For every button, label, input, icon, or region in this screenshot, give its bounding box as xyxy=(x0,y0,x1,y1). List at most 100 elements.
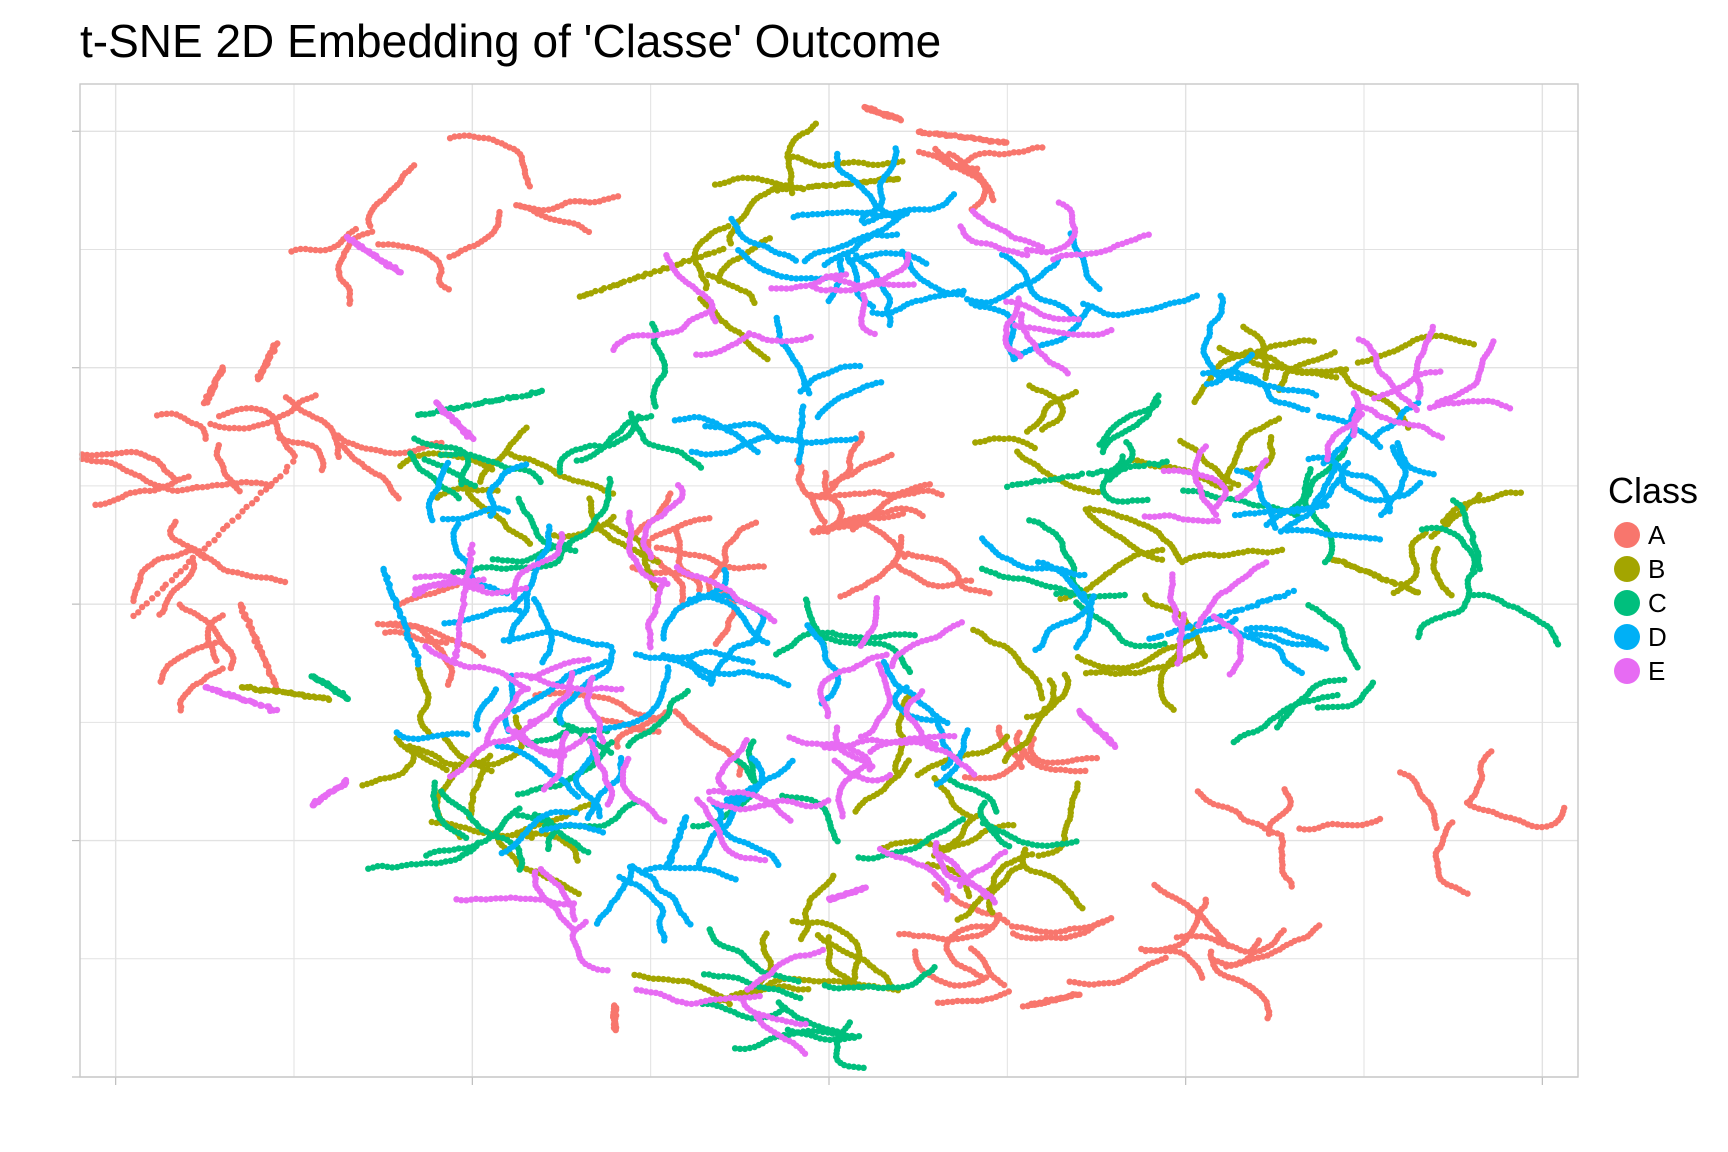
point-A xyxy=(263,574,270,581)
point-B xyxy=(1470,341,1478,348)
point-A xyxy=(93,451,101,459)
point-A xyxy=(172,571,180,579)
point-B xyxy=(443,766,450,774)
point-A xyxy=(600,694,607,701)
point-A xyxy=(856,490,863,497)
point-A xyxy=(168,410,175,417)
point-A xyxy=(752,519,760,526)
point-C xyxy=(573,457,580,464)
point-B xyxy=(1476,491,1483,499)
point-A xyxy=(851,490,858,497)
point-A xyxy=(196,548,203,555)
data-points xyxy=(78,103,1568,1072)
point-A xyxy=(822,469,829,477)
point-C xyxy=(1450,497,1457,504)
point-A xyxy=(83,456,91,463)
point-A xyxy=(387,628,394,636)
point-C xyxy=(1554,641,1562,648)
point-A xyxy=(108,451,116,458)
point-A xyxy=(177,707,184,714)
point-A xyxy=(268,480,275,488)
point-A xyxy=(389,621,397,629)
point-B xyxy=(325,696,333,703)
point-A xyxy=(423,638,430,645)
point-A xyxy=(672,525,679,532)
point-A xyxy=(755,563,762,570)
point-A xyxy=(446,135,454,142)
point-A xyxy=(128,448,135,456)
point-A xyxy=(595,693,603,701)
point-C xyxy=(1305,602,1312,609)
point-A xyxy=(386,449,394,457)
point-A xyxy=(858,430,865,437)
point-A xyxy=(990,196,997,204)
point-A xyxy=(1093,754,1101,762)
point-C xyxy=(1307,466,1314,473)
point-A xyxy=(179,486,186,494)
point-A xyxy=(897,117,904,124)
point-A xyxy=(905,490,913,497)
point-A xyxy=(93,458,100,465)
point-A xyxy=(608,717,616,725)
point-A xyxy=(133,449,140,456)
point-A xyxy=(686,551,693,558)
point-A xyxy=(243,478,250,486)
point-A xyxy=(920,487,927,495)
point-B xyxy=(763,930,770,937)
point-B xyxy=(1001,757,1009,764)
point-A xyxy=(890,512,897,520)
point-A xyxy=(382,629,389,636)
point-A xyxy=(185,558,193,565)
point-A xyxy=(652,569,659,576)
point-B xyxy=(1390,589,1398,597)
point-B xyxy=(972,439,979,446)
point-A xyxy=(438,638,445,646)
point-A xyxy=(235,513,242,520)
point-A xyxy=(282,394,290,401)
point-A xyxy=(146,487,153,495)
point-A xyxy=(896,492,903,499)
point-A xyxy=(921,481,929,489)
point-A xyxy=(657,569,664,577)
point-A xyxy=(379,621,387,628)
point-A xyxy=(229,517,236,524)
point-A xyxy=(629,564,636,571)
point-A xyxy=(967,577,975,584)
point-A xyxy=(132,489,139,496)
point-C xyxy=(690,822,697,830)
point-A xyxy=(395,495,402,502)
point-C xyxy=(706,926,713,933)
point-A xyxy=(888,451,895,459)
point-C xyxy=(1121,591,1128,599)
point-B xyxy=(1079,905,1086,912)
point-C xyxy=(834,838,841,845)
point-A xyxy=(444,681,452,688)
point-A xyxy=(172,518,179,525)
point-C xyxy=(697,464,705,471)
point-A xyxy=(219,364,226,371)
point-A xyxy=(229,568,236,576)
point-A xyxy=(938,491,945,498)
point-B xyxy=(899,158,906,165)
point-A xyxy=(663,545,670,553)
point-A xyxy=(113,450,120,457)
point-B xyxy=(1278,546,1286,553)
point-B xyxy=(954,916,961,923)
point-A xyxy=(130,612,137,620)
point-A xyxy=(1018,763,1025,770)
point-C xyxy=(545,845,552,853)
point-A xyxy=(288,248,295,255)
point-C xyxy=(1026,517,1033,524)
point-A xyxy=(163,410,170,417)
point-B xyxy=(1275,415,1283,422)
point-C xyxy=(1274,724,1281,731)
point-A xyxy=(841,491,849,499)
point-A xyxy=(173,411,180,418)
point-A xyxy=(381,449,389,456)
point-A xyxy=(1281,786,1288,793)
point-A xyxy=(108,459,115,466)
point-B xyxy=(1074,653,1082,661)
point-A xyxy=(614,743,621,750)
point-C xyxy=(649,320,656,328)
